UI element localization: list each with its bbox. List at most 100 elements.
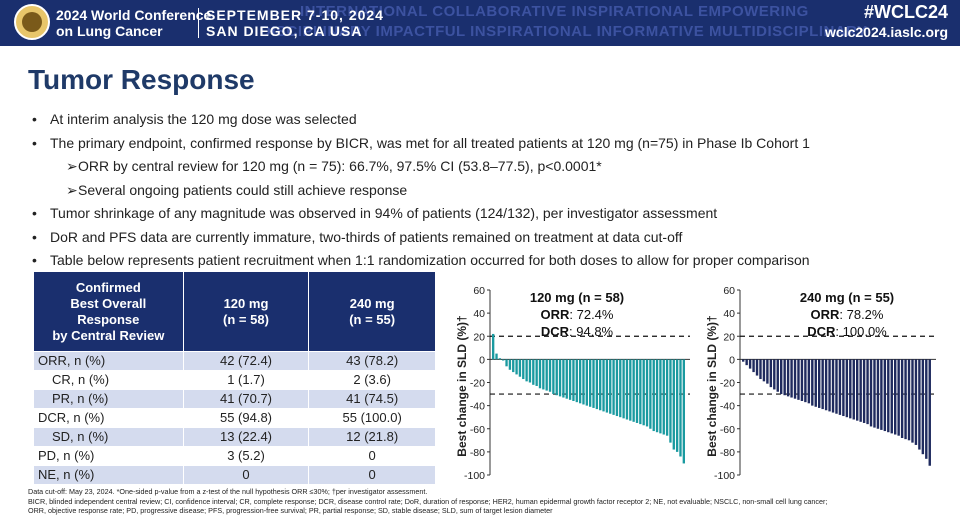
bar bbox=[585, 359, 588, 406]
bar bbox=[575, 359, 578, 403]
table-cell-120mg: 3 (5.2) bbox=[182, 446, 310, 466]
bar bbox=[669, 359, 672, 443]
bar bbox=[512, 359, 515, 373]
table-cell-120mg: 13 (22.4) bbox=[182, 427, 310, 447]
y-tick-label: -60 bbox=[470, 424, 485, 436]
bar bbox=[548, 359, 552, 392]
table-cell-label: CR, n (%) bbox=[33, 370, 184, 390]
y-tick-label: -80 bbox=[720, 447, 735, 459]
bar bbox=[532, 359, 535, 385]
chart-orr: ORR: 72.4% bbox=[540, 307, 614, 322]
y-tick-label: 0 bbox=[729, 354, 735, 366]
bar bbox=[505, 359, 508, 367]
table-cell-label: ORR, n (%) bbox=[33, 351, 184, 371]
bar bbox=[914, 359, 918, 445]
conference-banner: INTERNATIONAL COLLABORATIVE INSPIRATIONA… bbox=[0, 0, 960, 46]
banner-bg-row1: INTERNATIONAL COLLABORATIVE INSPIRATIONA… bbox=[300, 3, 809, 20]
chart-annotation: 240 mg (n = 55) ORR: 78.2% DCR: 100.0% bbox=[782, 289, 912, 340]
bar bbox=[572, 359, 575, 401]
bar bbox=[609, 359, 612, 414]
banner-divider bbox=[198, 8, 199, 38]
bar bbox=[890, 359, 893, 434]
bar bbox=[776, 359, 779, 392]
table-row: SD, n (%) 13 (22.4) 12 (21.8) bbox=[33, 427, 436, 447]
website-link[interactable]: wclc2024.iaslc.org bbox=[825, 24, 948, 40]
bar bbox=[793, 359, 797, 399]
chart-plot-area: 60 40 20 0 -20 -40 -60 -80 -100 bbox=[714, 285, 936, 482]
bar bbox=[828, 359, 831, 412]
bar bbox=[769, 359, 773, 388]
footnote-line: ORR, objective response rate; PD, progre… bbox=[28, 506, 553, 515]
bar bbox=[615, 359, 619, 417]
bar bbox=[856, 359, 859, 421]
bar bbox=[883, 359, 887, 432]
bar bbox=[873, 359, 876, 428]
sub-bullet-text: ORR by central review for 120 mg (n = 75… bbox=[78, 158, 602, 174]
y-tick-label: 60 bbox=[473, 285, 485, 297]
bar bbox=[502, 359, 505, 361]
footnote: Data cut-off: May 23, 2024. *One-sided p… bbox=[28, 487, 948, 516]
bar bbox=[818, 359, 821, 408]
table-header-row: Confirmed Best Overall Response by Centr… bbox=[33, 271, 436, 352]
bar bbox=[578, 359, 582, 404]
bar bbox=[602, 359, 605, 412]
chart-dcr: DCR: 94.8% bbox=[540, 324, 614, 339]
bar bbox=[518, 359, 522, 377]
bar bbox=[766, 359, 769, 384]
bar bbox=[622, 359, 625, 419]
bar bbox=[525, 359, 528, 382]
bar bbox=[866, 359, 869, 425]
table-cell-240mg: 55 (100.0) bbox=[308, 408, 436, 428]
chart-title: 240 mg (n = 55) bbox=[799, 290, 895, 305]
bar bbox=[619, 359, 622, 418]
arrow-bullet-icon: ➢ bbox=[66, 181, 78, 198]
chart-orr: ORR: 78.2% bbox=[810, 307, 884, 322]
bar bbox=[921, 359, 925, 455]
conference-logo bbox=[14, 4, 50, 40]
footnote-line: BICR, blinded independent central review… bbox=[28, 496, 828, 506]
y-tick-label: -20 bbox=[470, 378, 485, 390]
bullet-list: At interim analysis the 120 mg dose was … bbox=[30, 108, 940, 273]
table-cell-120mg: 42 (72.4) bbox=[182, 351, 310, 371]
conference-date-location: SEPTEMBER 7-10, 2024 SAN DIEGO, CA USA bbox=[206, 7, 384, 39]
bar bbox=[582, 359, 585, 405]
bar bbox=[508, 359, 512, 370]
chart-plot-area: 60 40 20 0 -20 -40 -60 -80 -100 bbox=[464, 285, 690, 482]
bar bbox=[659, 359, 662, 434]
chart-y-axis-label: Best change in SLD (%)† bbox=[455, 315, 469, 457]
waterfall-chart-240mg: Best change in SLD (%)† 60 40 20 0 -20 -40 -60… bbox=[694, 285, 946, 485]
conference-name: 2024 World Conference on Lung Cancer bbox=[56, 7, 211, 39]
table-cell-label: PD, n (%) bbox=[33, 446, 184, 466]
bar bbox=[492, 333, 495, 360]
bar bbox=[498, 358, 502, 360]
bar bbox=[800, 359, 804, 401]
y-tick-label: -80 bbox=[470, 447, 485, 459]
bar bbox=[831, 359, 835, 413]
bullet-item: DoR and PFS data are currently immature,… bbox=[30, 226, 940, 250]
sub-bullet-item: ➢ ORR by central review for 120 mg (n = 7… bbox=[30, 155, 940, 179]
bar bbox=[783, 359, 786, 396]
bar bbox=[515, 359, 518, 375]
bar bbox=[786, 359, 790, 397]
y-tick-label: -100 bbox=[714, 470, 735, 482]
table-row: CR, n (%) 1 (1.7) 2 (3.6) bbox=[33, 370, 436, 390]
bar bbox=[755, 359, 759, 376]
bar bbox=[904, 359, 907, 440]
bar bbox=[565, 359, 568, 399]
bar bbox=[745, 359, 748, 366]
y-tick-label: 0 bbox=[479, 354, 485, 366]
bar bbox=[862, 359, 866, 423]
conference-dates: SEPTEMBER 7-10, 2024 bbox=[206, 7, 384, 23]
bar bbox=[642, 359, 645, 426]
bar bbox=[807, 359, 811, 404]
bar bbox=[528, 359, 532, 383]
bar bbox=[632, 359, 635, 422]
bar bbox=[821, 359, 824, 410]
table-cell-240mg: 2 (3.6) bbox=[308, 370, 436, 390]
bar bbox=[625, 359, 629, 420]
bar bbox=[639, 359, 642, 425]
y-tick-label: 40 bbox=[473, 308, 485, 320]
bar bbox=[925, 359, 928, 459]
bar bbox=[869, 359, 873, 427]
table-cell-120mg: 55 (94.8) bbox=[182, 408, 310, 428]
